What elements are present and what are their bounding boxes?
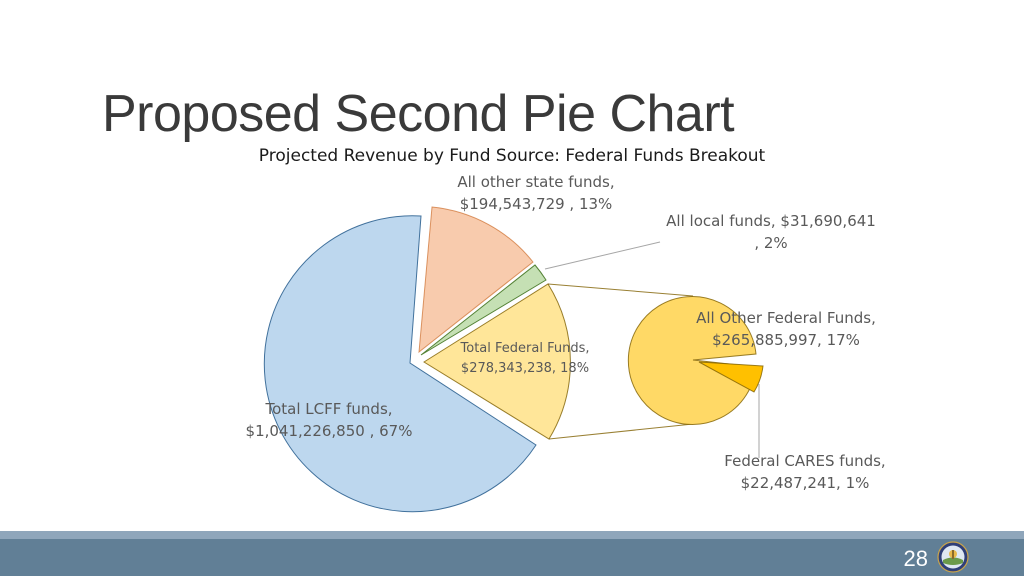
label-federal-value: $278,343,238, 18% <box>460 361 590 376</box>
slice-other-federal[interactable] <box>627 296 757 425</box>
label-lcff-name: Total LCFF funds, <box>265 400 393 418</box>
label-federal-funds: Total Federal Funds, $278,343,238, 18% <box>445 339 605 379</box>
label-state-funds: All other state funds, $194,543,729 , 13… <box>436 171 636 215</box>
label-state-value: $194,543,729 , 13% <box>459 195 613 213</box>
leader-local <box>544 241 661 270</box>
chart-title-text: Projected Revenue by Fund Source: Federa… <box>258 146 766 166</box>
label-other-federal: All Other Federal Funds, $265,885,997, 1… <box>676 307 896 351</box>
label-cares-name: Federal CARES funds, <box>724 452 886 470</box>
slice-local-funds[interactable] <box>420 264 547 356</box>
chart-title: Projected Revenue by Fund Source: Federa… <box>0 146 1024 166</box>
label-local-value: , 2% <box>754 234 788 252</box>
slice-lcff[interactable] <box>263 215 537 513</box>
label-lcff: Total LCFF funds, $1,041,226,850 , 67% <box>229 398 429 442</box>
slice-state-funds[interactable] <box>418 206 534 354</box>
page-number: 28 <box>903 546 928 571</box>
footer-accent-bar <box>0 531 1024 539</box>
slice-cares[interactable] <box>698 361 764 393</box>
label-local-name: All local funds, $31,690,641 <box>666 212 876 230</box>
label-state-name: All other state funds, <box>457 173 615 191</box>
connector-bottom <box>548 423 694 440</box>
slice-federal-funds[interactable] <box>423 283 571 440</box>
footer-bar <box>0 539 1024 576</box>
label-other-federal-name: All Other Federal Funds, <box>696 309 876 327</box>
label-local-funds: All local funds, $31,690,641 , 2% <box>651 210 891 254</box>
label-cares-value: $22,487,241, 1% <box>740 474 870 492</box>
slide-title: Proposed Second Pie Chart <box>102 85 735 143</box>
connector-top <box>547 283 694 297</box>
label-other-federal-value: $265,885,997, 17% <box>712 331 860 349</box>
label-lcff-value: $1,041,226,850 , 67% <box>245 422 413 440</box>
label-cares: Federal CARES funds, $22,487,241, 1% <box>705 450 905 494</box>
label-federal-name: Total Federal Funds, <box>460 341 590 356</box>
state-seal-icon <box>937 541 969 573</box>
